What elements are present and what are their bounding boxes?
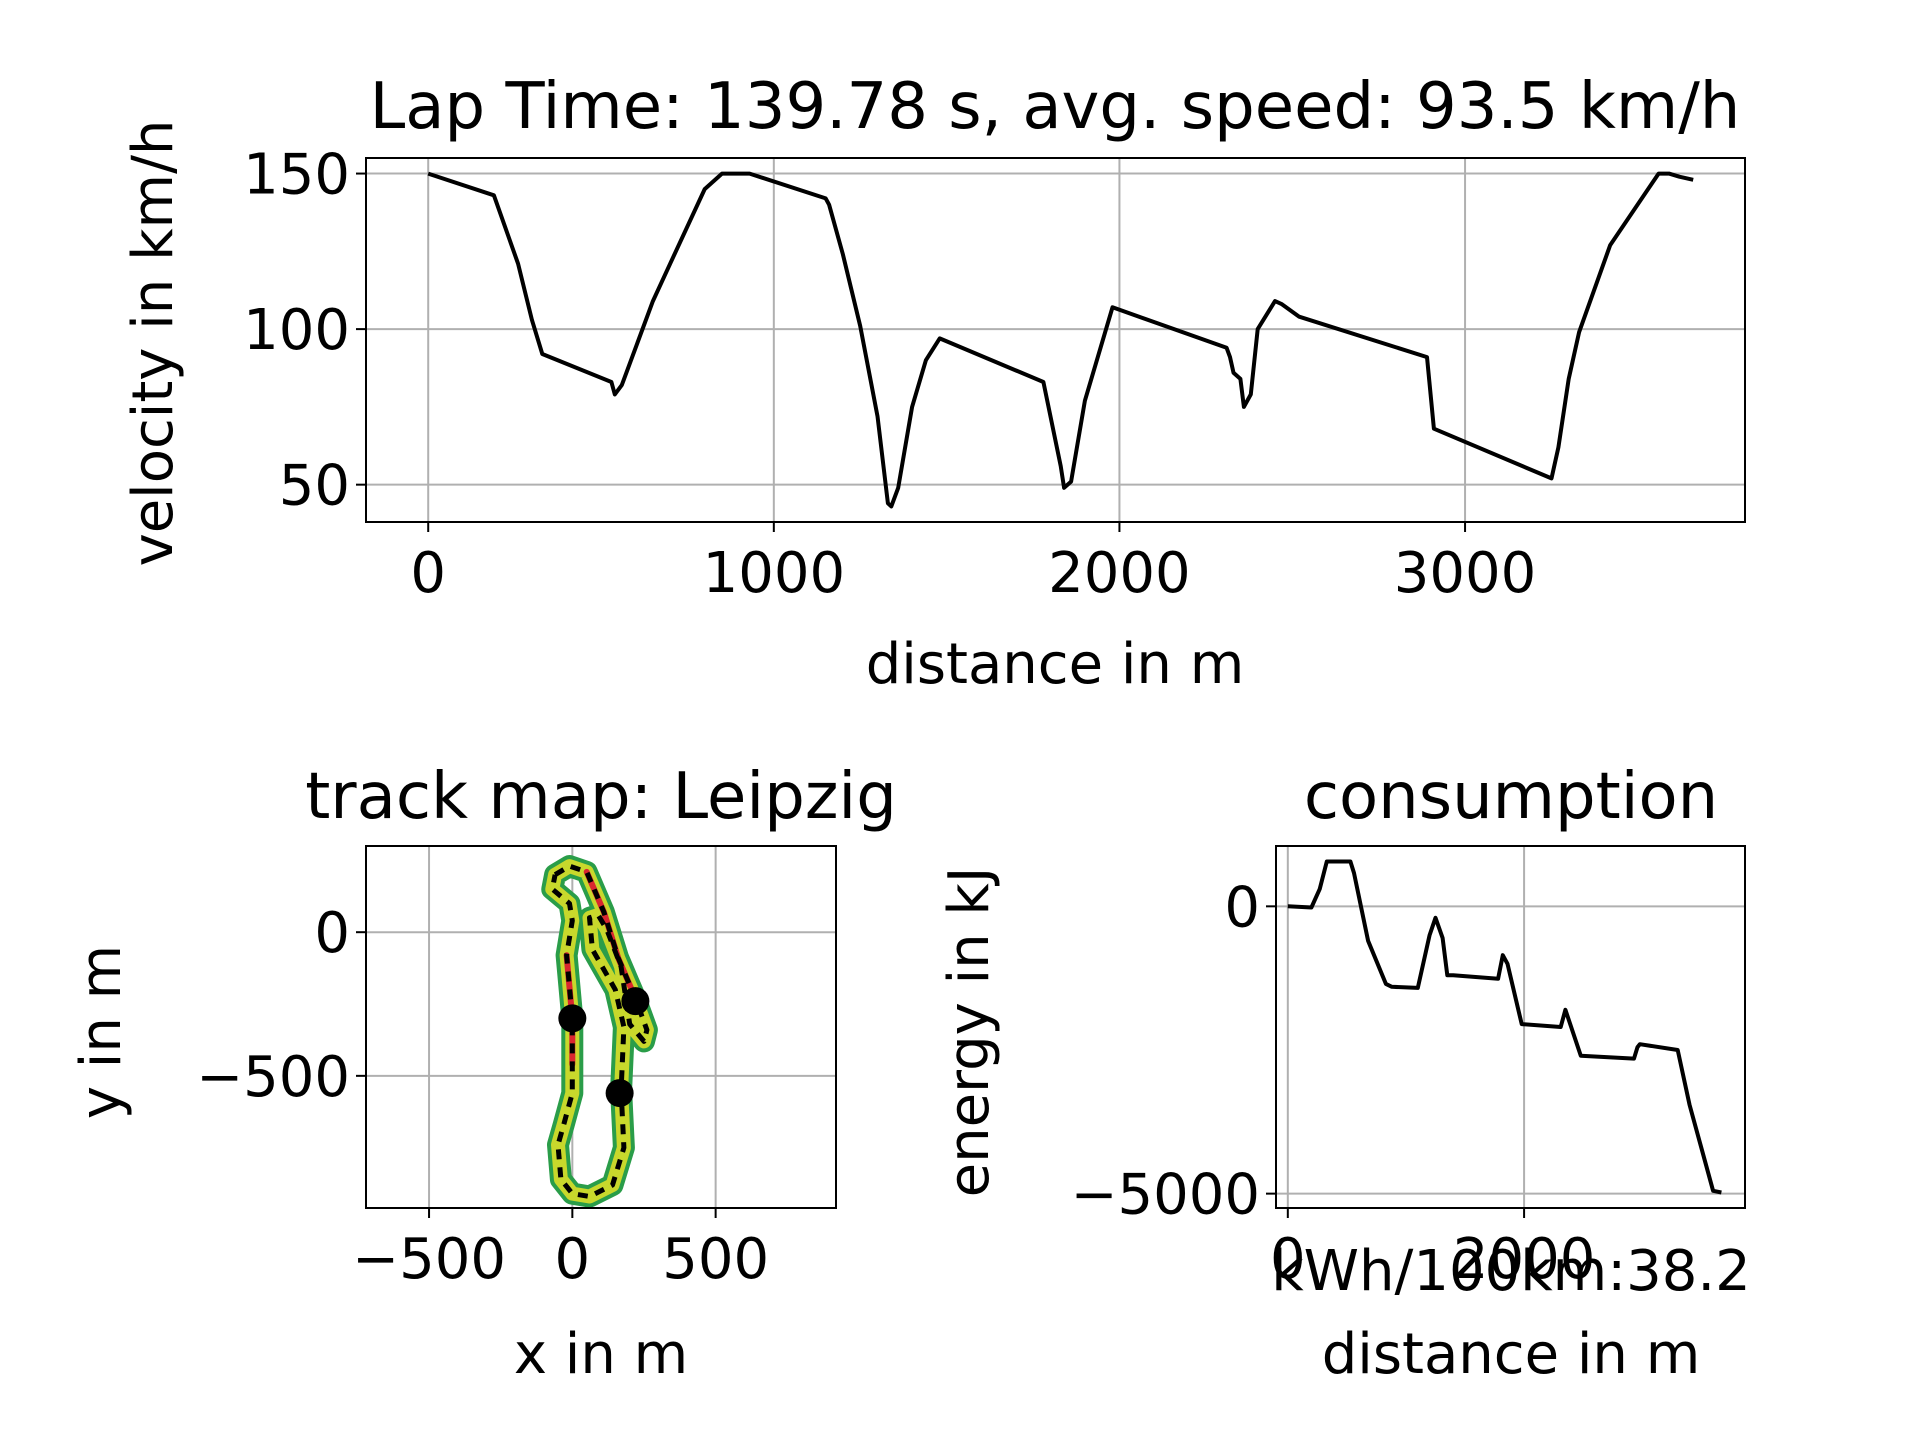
consumption-x-tick-label: 0 [1270, 1227, 1306, 1292]
track-map-x-tick-label: 0 [555, 1227, 591, 1292]
consumption-x-tick-label: 2000 [1453, 1227, 1596, 1292]
consumption-axes-frame [1275, 845, 1746, 1209]
track-map-x-axis-label: x in m [514, 1322, 688, 1387]
track-map-x-tick-label: −500 [352, 1227, 506, 1292]
track-map-chart: −500 0 5000−500 track map: Leipzig x in m … [69, 760, 897, 1387]
consumption-grid [1276, 846, 1745, 1208]
velocity-series-line [427, 171, 1694, 509]
consumption-chart-title: consumption [1304, 760, 1718, 834]
consumption-annotation: kWh/100km:38.2 [1271, 1239, 1751, 1304]
velocity-x-tick-label: 3000 [1394, 541, 1537, 606]
consumption-y-tick-label: 0 [1224, 875, 1260, 940]
velocity-chart-title: Lap Time: 139.78 s, avg. speed: 93.5 km/… [370, 70, 1741, 144]
track-marker-point [621, 987, 650, 1016]
velocity-x-tick-label: 0 [410, 541, 446, 606]
consumption-y-axis-label: energy in kJ [937, 867, 1002, 1198]
velocity-x-tick-label: 2000 [1048, 541, 1191, 606]
consumption-y-tick-label: −5000 [1071, 1163, 1260, 1228]
consumption-series-line [1287, 859, 1722, 1195]
track-markers [558, 987, 650, 1108]
velocity-x-axis-label: distance in m [866, 632, 1245, 697]
velocity-grid [366, 158, 1745, 522]
velocity-y-tick-label: 150 [243, 143, 350, 208]
velocity-y-tick-label: 50 [279, 454, 350, 519]
track-map-y-axis-label: y in m [69, 945, 134, 1119]
track-map-ticks: −500 0 500 0 −500 [196, 901, 769, 1292]
track-marker-point [558, 1004, 587, 1033]
velocity-x-tick-label: 1000 [703, 541, 846, 606]
track-map-title: track map: Leipzig [305, 760, 897, 834]
velocity-axes-frame [365, 157, 1746, 523]
track-map-x-tick-label: 500 [662, 1227, 769, 1292]
track-marker-point [605, 1079, 634, 1108]
track-map-axes-frame [365, 845, 837, 1209]
velocity-ticks: 0 1000 2000 3000 50 100 150 [243, 143, 1536, 606]
consumption-x-axis-label: distance in m [1322, 1322, 1701, 1387]
velocity-y-axis-label: velocity in km/h [121, 120, 186, 567]
track-map-y-tick-label: −500 [196, 1045, 350, 1110]
velocity-chart: 0 1000 2000 3000 50 100 150 Lap Time: 139.78 s… [121, 70, 1746, 697]
track-map-y-tick-label: 0 [314, 901, 350, 966]
velocity-y-tick-label: 100 [243, 298, 350, 363]
